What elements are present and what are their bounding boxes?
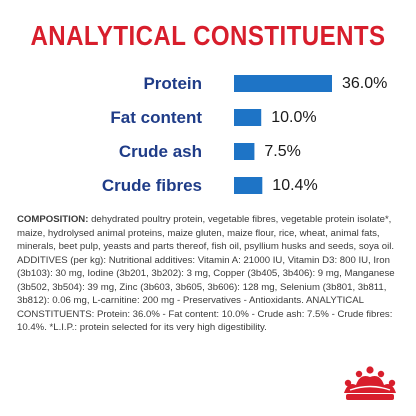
chart-title: ANALYTICAL CONSTITUENTS (30, 20, 386, 51)
bar (234, 75, 332, 92)
composition-text: COMPOSITION: dehydrated poultry protein,… (17, 213, 399, 335)
composition-body: dehydrated poultry protein, vegetable fi… (17, 214, 395, 333)
category-label: Protein (143, 74, 202, 93)
category-label: Crude ash (119, 142, 202, 161)
crown-icon-shape (344, 366, 396, 400)
bar-chart: Protein 36.0% Fat content 10.0% Crude ash 7.5… (102, 74, 388, 195)
bar (234, 109, 262, 126)
crown-icon (344, 366, 396, 400)
category-label: Crude fibres (102, 176, 202, 195)
value-label: 7.5% (264, 143, 300, 160)
value-label: 10.0% (271, 109, 316, 126)
value-label: 36.0% (342, 75, 387, 92)
composition-label: COMPOSITION: (17, 214, 89, 225)
bar (234, 143, 255, 160)
category-label: Fat content (110, 108, 202, 127)
value-label: 10.4% (272, 177, 317, 194)
bar (234, 177, 263, 194)
